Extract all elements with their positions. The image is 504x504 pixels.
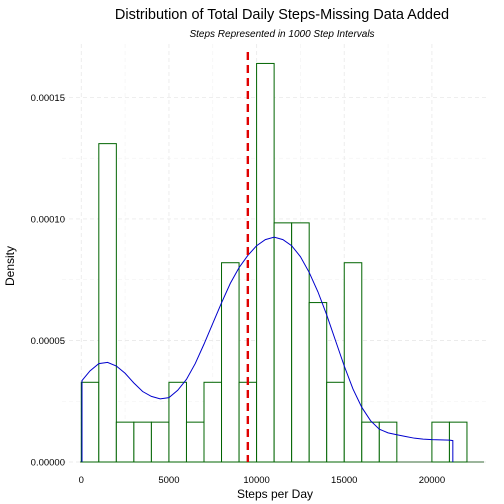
histogram-bar <box>185 421 205 463</box>
x-tick-label: 10000 <box>243 475 269 486</box>
histogram-bar <box>150 421 170 463</box>
y-tick-label: 0.00010 <box>31 214 65 225</box>
histogram-bars <box>80 62 468 463</box>
histogram-bar <box>115 421 135 463</box>
chart-title: Distribution of Total Daily Steps-Missin… <box>115 7 449 23</box>
histogram-bar <box>448 421 468 463</box>
density-curve <box>81 236 454 462</box>
density-curve-layer <box>81 236 454 462</box>
histogram-bar <box>308 302 328 463</box>
histogram-bar <box>133 421 152 463</box>
histogram-bar <box>80 381 100 463</box>
y-tick-label: 0.00000 <box>31 458 65 469</box>
x-axis-ticks: 0 5000 10000 15000 20000 <box>79 475 445 486</box>
histogram-bar <box>273 222 293 463</box>
histogram-bar <box>431 421 450 463</box>
histogram-bar <box>203 381 223 463</box>
x-tick-label: 5000 <box>158 475 179 486</box>
x-tick-label: 15000 <box>331 475 357 486</box>
chart-subtitle: Steps Represented in 1000 Step Intervals <box>189 29 374 40</box>
histogram-bar <box>256 62 275 463</box>
histogram-bar <box>326 381 345 463</box>
x-tick-label: 0 <box>79 475 84 486</box>
y-tick-label: 0.00005 <box>31 336 65 347</box>
histogram-bar <box>378 421 398 463</box>
x-axis-title: Steps per Day <box>237 487 313 501</box>
histogram-bar <box>343 262 363 463</box>
histogram-bar <box>168 381 187 463</box>
x-tick-label: 20000 <box>419 475 445 486</box>
y-tick-label: 0.00015 <box>31 93 65 104</box>
y-axis-title: Density <box>3 246 17 286</box>
y-axis-ticks: 0.00000 0.00005 0.00010 0.00015 <box>31 93 65 469</box>
histogram-bar <box>361 421 380 463</box>
histogram-bar <box>221 262 240 463</box>
histogram-bar <box>291 222 310 463</box>
histogram-bar <box>98 143 117 463</box>
